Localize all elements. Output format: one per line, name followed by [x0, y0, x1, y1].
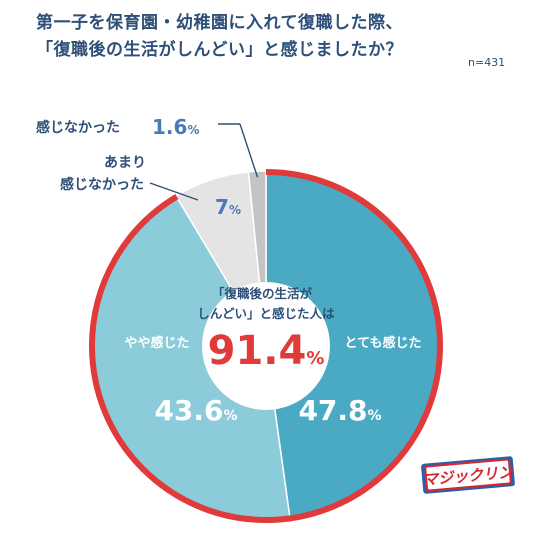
value-very-much: 47.8% — [298, 394, 381, 427]
center-line-2: しんどい」と感じた人は — [197, 306, 335, 321]
label-not-much-2: 感じなかった — [60, 176, 144, 193]
value-not-felt-number: 1.6 — [152, 115, 187, 139]
center-line-1: 「復職後の生活が — [212, 286, 313, 301]
value-very-much-number: 47.8 — [298, 394, 367, 427]
value-somewhat: 43.6% — [154, 394, 237, 427]
highlight-ring — [89, 169, 443, 523]
logo-inner — [424, 458, 512, 492]
center-value-unit: % — [306, 348, 324, 369]
center-hole — [202, 282, 330, 410]
label-not-felt: 感じなかった — [36, 119, 120, 136]
title-line-2: 「復職後の生活がしんどい」と感じましたか？ — [36, 40, 403, 60]
title-line-1: 第一子を保育園・幼稚園に入れて復職した際、 — [36, 13, 403, 33]
chart-title: 第一子を保育園・幼稚園に入れて復職した際、 「復職後の生活がしんどい」と感じまし… — [36, 10, 516, 64]
label-not-much-1: あまり — [104, 155, 146, 171]
value-somewhat-unit: % — [224, 408, 238, 424]
value-not-felt-unit: % — [187, 123, 199, 137]
center-value-number: 91.4 — [208, 328, 307, 374]
value-not-felt: 1.6% — [152, 115, 199, 139]
center-value: 91.4% — [208, 328, 325, 374]
sample-size: n=431 — [468, 56, 506, 69]
value-not-much: 7% — [215, 195, 241, 219]
value-very-much-unit: % — [368, 408, 382, 424]
leader-not-felt-bend — [239, 123, 259, 178]
value-not-much-unit: % — [229, 203, 241, 217]
brand-logo: マジックリン — [421, 456, 516, 494]
label-somewhat: やや感じた — [124, 335, 189, 351]
leader-not-much — [149, 182, 199, 201]
label-very-much: とても感じた — [345, 335, 422, 351]
value-somewhat-number: 43.6 — [154, 394, 223, 427]
value-not-much-number: 7 — [215, 195, 229, 219]
